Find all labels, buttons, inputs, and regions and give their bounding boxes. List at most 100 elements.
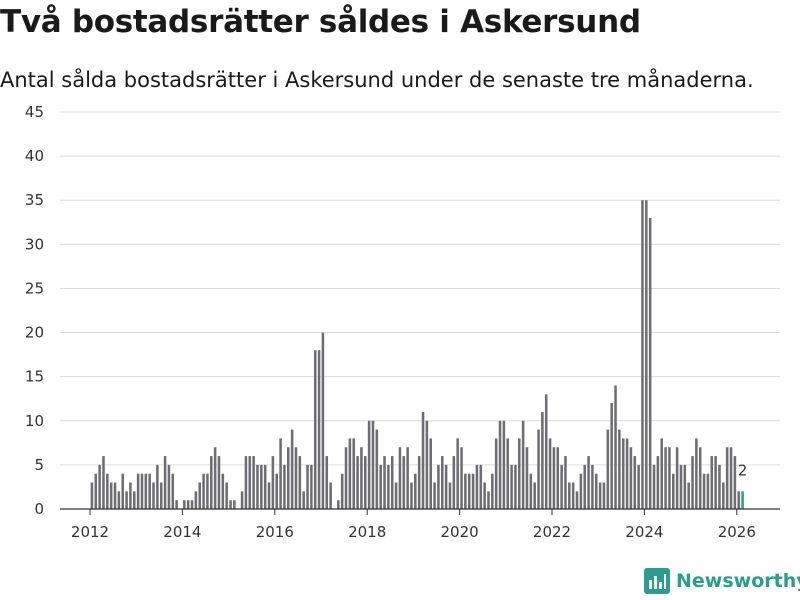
- bar: [729, 447, 733, 509]
- bar: [356, 456, 359, 509]
- bar: [606, 429, 610, 509]
- bar: [133, 491, 136, 509]
- bar: [560, 464, 563, 509]
- bar: [344, 447, 348, 509]
- bar: [144, 473, 148, 509]
- bar: [491, 473, 494, 509]
- bar: [94, 473, 98, 509]
- bar: [506, 438, 509, 509]
- y-tick-label: 10: [25, 412, 44, 430]
- bar: [402, 456, 406, 509]
- bar: [672, 473, 675, 509]
- bar-chart: 2 0 5 10 15 20 25 30 35 40 45 2012 2014 2016 2018 202…: [25, 103, 780, 541]
- bar: [533, 482, 536, 509]
- bar: [487, 491, 490, 509]
- bar: [637, 464, 640, 509]
- bar: [406, 447, 409, 509]
- bar: [302, 491, 305, 509]
- bar: [556, 447, 560, 509]
- bar: [175, 500, 178, 509]
- x-tick-label: 2012: [71, 523, 109, 541]
- brand-name: Newsworthy: [676, 570, 800, 592]
- bar: [383, 456, 386, 509]
- bar: [675, 447, 679, 509]
- bar: [256, 464, 259, 509]
- bar: [629, 447, 633, 509]
- y-tick-label: 35: [25, 191, 44, 209]
- y-tick-label: 5: [34, 456, 44, 474]
- bar: [360, 447, 363, 509]
- bar: [537, 429, 540, 509]
- bar: [514, 464, 517, 509]
- bar: [337, 500, 340, 509]
- bar: [614, 385, 617, 509]
- bar: [375, 429, 379, 509]
- bar: [213, 447, 217, 509]
- bar: [460, 447, 463, 509]
- bar: [198, 482, 201, 509]
- bar: [679, 464, 683, 509]
- bar: [417, 456, 421, 509]
- bar: [271, 456, 275, 509]
- bar: [710, 456, 714, 509]
- y-axis-ticks: 0 5 10 15 20 25 30 35 40 45: [25, 103, 44, 518]
- bar: [148, 473, 151, 509]
- bar: [579, 473, 583, 509]
- x-tick-label: 2024: [625, 523, 663, 541]
- bar: [233, 500, 236, 509]
- bar: [525, 447, 529, 509]
- bar: [340, 473, 344, 509]
- bar: [229, 500, 232, 509]
- bar: [652, 464, 656, 509]
- bar: [313, 350, 317, 509]
- bar: [106, 473, 109, 509]
- bar: [510, 464, 513, 509]
- bar: [298, 456, 302, 509]
- x-tick-label: 2026: [718, 523, 756, 541]
- x-axis-ticks: 2012 2014 2016 2018 2020 2022 2024 2026: [60, 508, 780, 541]
- bar: [294, 447, 298, 509]
- bar: [475, 464, 479, 509]
- bar: [371, 420, 375, 509]
- bar: [718, 464, 721, 509]
- bar: [325, 456, 329, 509]
- bar: [683, 464, 687, 509]
- bar: [498, 420, 502, 509]
- bar: [618, 429, 621, 509]
- bar: [290, 429, 294, 509]
- chart-subtitle: Antal sålda bostadsrätter i Askersund un…: [0, 68, 754, 92]
- bar: [98, 464, 101, 509]
- bar: [441, 456, 444, 509]
- bar: [414, 473, 417, 509]
- chart-title: Två bostadsrätter såldes i Askersund: [0, 4, 641, 40]
- y-tick-label: 45: [25, 103, 44, 121]
- highlighted-bar: [741, 491, 744, 509]
- gridlines: [60, 111, 780, 466]
- bar: [591, 464, 594, 509]
- y-tick-label: 30: [25, 235, 44, 253]
- bar: [348, 438, 352, 509]
- bar: [633, 456, 637, 509]
- bar: [444, 464, 448, 509]
- bar: [248, 456, 252, 509]
- bar: [575, 491, 579, 509]
- bar: [467, 473, 471, 509]
- y-tick-label: 0: [34, 500, 44, 518]
- y-tick-label: 15: [25, 368, 44, 386]
- bar: [552, 447, 556, 509]
- bar: [722, 482, 725, 509]
- bar: [394, 482, 398, 509]
- bar: [194, 491, 198, 509]
- bar: [263, 464, 267, 509]
- bar: [706, 473, 710, 509]
- x-tick-label: 2014: [163, 523, 201, 541]
- bar: [625, 438, 629, 509]
- bar: [714, 456, 717, 509]
- bar: [452, 456, 456, 509]
- bar: [456, 438, 459, 509]
- bar: [518, 438, 521, 509]
- bar: [387, 464, 390, 509]
- bar: [310, 464, 313, 509]
- bar: [225, 482, 228, 509]
- bar: [136, 473, 140, 509]
